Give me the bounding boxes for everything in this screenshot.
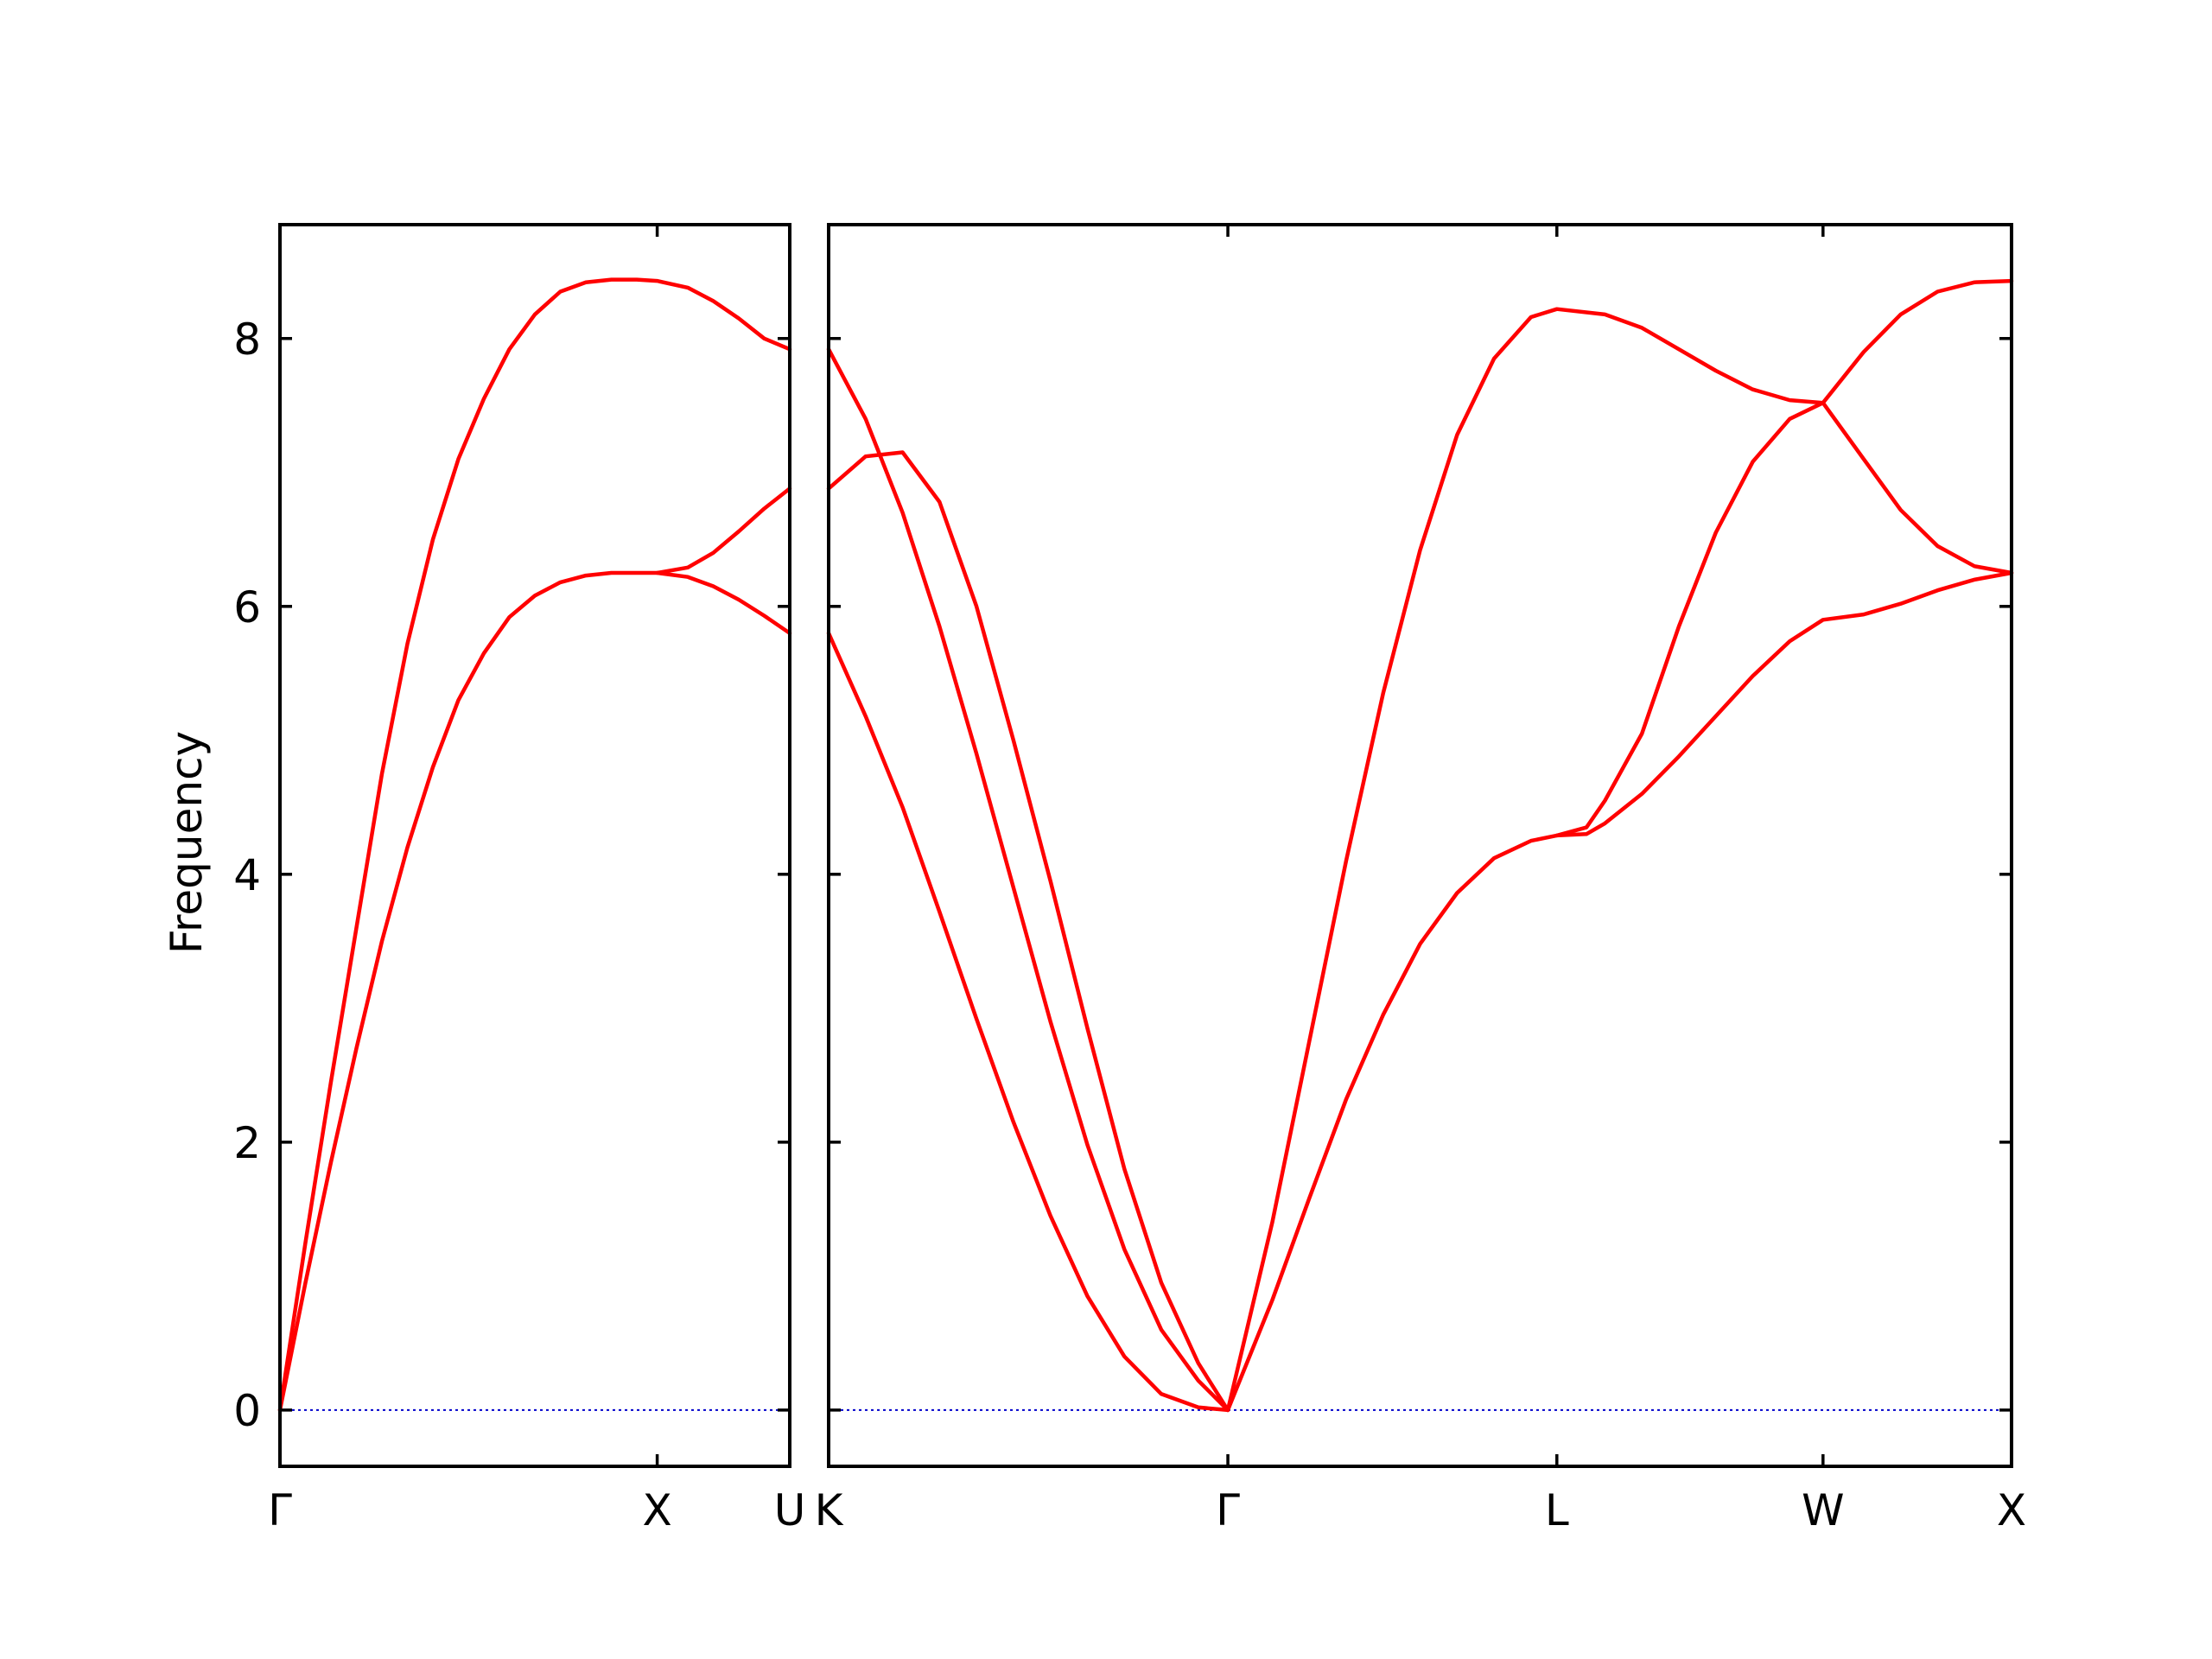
plot-frame <box>278 223 791 1468</box>
y-tick-label: 4 <box>233 850 261 900</box>
band-line-3 <box>655 570 792 636</box>
panels-layer: 0 2 4 6 8 Γ X U K Γ L W X <box>233 223 2026 1535</box>
y-tick-label: 0 <box>233 1386 261 1436</box>
x-tick-label: L <box>1545 1485 1569 1535</box>
band-line-1 <box>277 277 792 1413</box>
band-line-2 <box>277 486 792 1413</box>
y-tick-label: 8 <box>233 315 261 365</box>
x-tick-label: X <box>1997 1485 2026 1535</box>
band-line-7 <box>1821 400 2014 575</box>
band-line-2 <box>826 450 1230 1413</box>
x-tick-label: Γ <box>1216 1485 1240 1535</box>
x-tick-label: W <box>1802 1485 1844 1535</box>
x-tick-label: U <box>774 1485 806 1535</box>
band-line-1 <box>826 346 1230 1413</box>
band-line-5 <box>1225 400 1826 1413</box>
band-line-4 <box>1225 278 2014 1413</box>
x-tick-label: K <box>815 1485 844 1535</box>
y-tick-label: 6 <box>233 582 261 632</box>
plot-frame <box>827 223 2013 1468</box>
x-tick-label: X <box>642 1485 671 1535</box>
panel-1: 0 2 4 6 8 Γ X U <box>233 223 806 1535</box>
band-line-6 <box>1554 570 2014 838</box>
y-axis-label: Frequency <box>162 731 212 954</box>
y-tick-label: 2 <box>233 1118 261 1168</box>
x-tick-label: Γ <box>268 1485 292 1535</box>
band-line-3 <box>826 631 1230 1413</box>
